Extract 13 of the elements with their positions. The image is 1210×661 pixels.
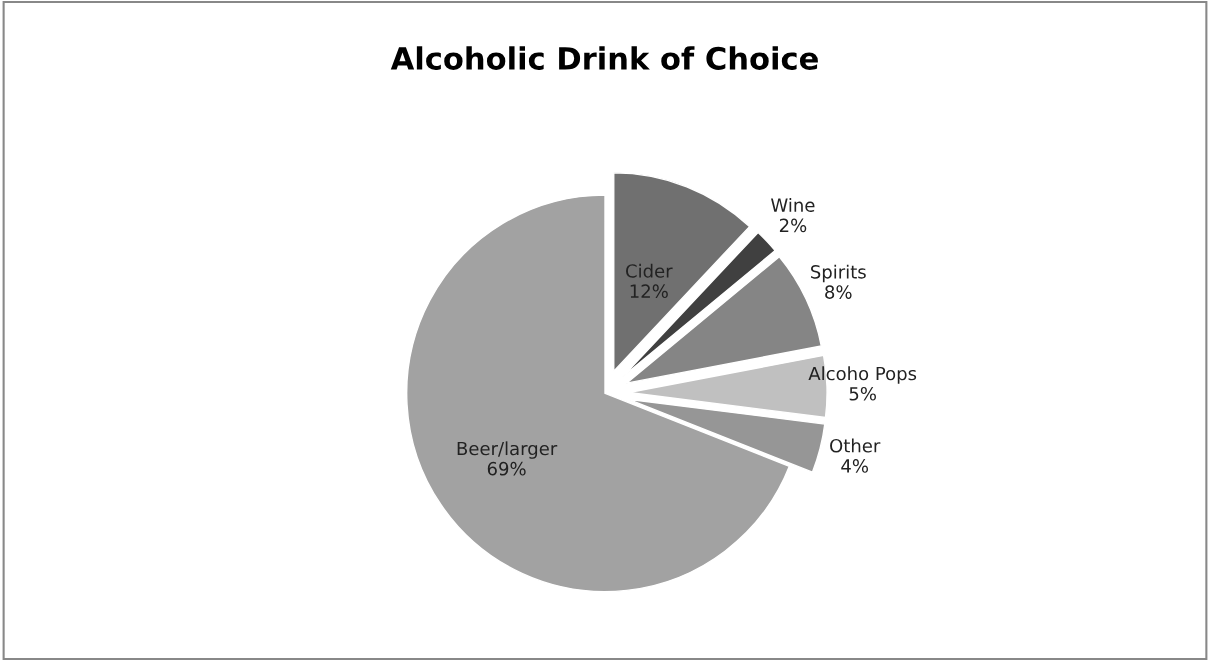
slice-label: Other [830,438,881,453]
slice-label: Beer/larger [457,441,558,459]
slice-label: Spirits [811,264,866,283]
data-label: 12% [630,284,668,299]
slice-label: Cider [626,263,673,278]
chart-title: Alcoholic Drink of Choice [390,46,818,70]
data-label: 5% [849,386,876,401]
slice-label: Alcoho Pops [808,366,917,384]
data-label: 8% [825,285,852,299]
slice-label: Wine [771,197,815,212]
data-label: 69% [487,461,526,476]
data-label: 4% [841,459,869,473]
data-label: 2% [779,218,807,233]
